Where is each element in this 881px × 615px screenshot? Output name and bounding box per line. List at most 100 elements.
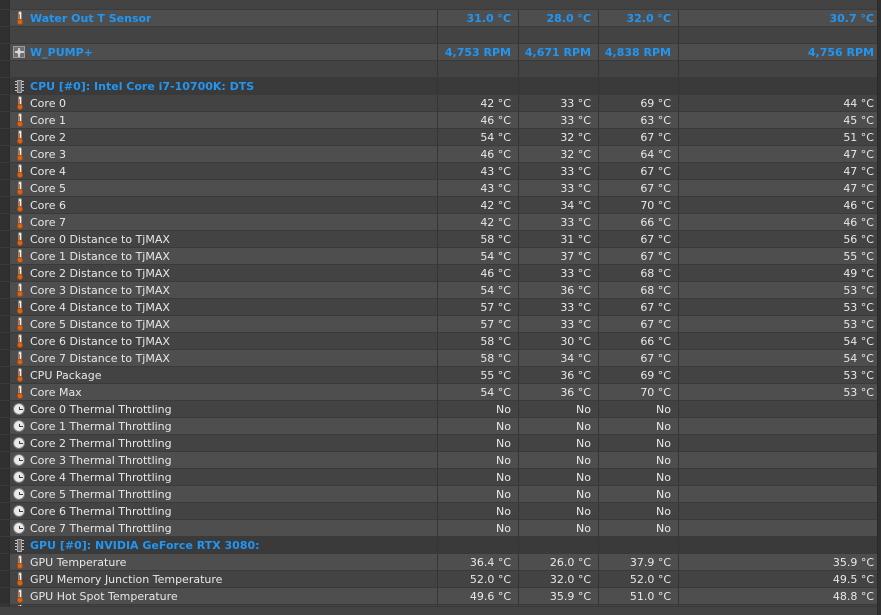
value-maximum-cell[interactable]: No: [599, 503, 679, 519]
value-minimum-cell[interactable]: 4,671 RPM: [519, 44, 599, 60]
value-minimum-cell[interactable]: 33 °C: [519, 299, 599, 315]
sensor-name-cell[interactable]: Core 6 Distance to TjMAX: [10, 333, 438, 349]
value-average-cell[interactable]: 49 °C: [843, 266, 874, 280]
value-minimum-cell[interactable]: No: [519, 435, 599, 451]
value-maximum-cell[interactable]: No: [599, 452, 679, 468]
sensor-name-cell[interactable]: Core 7: [10, 214, 438, 230]
table-row[interactable]: Core 1 Distance to TjMAX 54 °C 37 °C 67 °C 5…: [0, 248, 881, 265]
value-maximum-cell[interactable]: 67 °C: [599, 231, 679, 247]
value-current-cell[interactable]: 42 °C: [438, 95, 519, 111]
value-average-cell[interactable]: [679, 435, 881, 451]
sensor-name-cell[interactable]: Core 4 Thermal Throttling: [10, 469, 438, 485]
value-minimum-cell[interactable]: No: [519, 452, 599, 468]
value-maximum-cell[interactable]: No: [599, 418, 679, 434]
value-current-cell[interactable]: 42 °C: [438, 214, 519, 230]
value-average-cell[interactable]: 53 °C: [843, 300, 874, 314]
value-current-cell[interactable]: 49.6 °C: [438, 588, 519, 604]
value-average-cell[interactable]: 30.7 °C: [829, 11, 874, 25]
sensor-name-cell[interactable]: Core 2 Distance to TjMAX: [10, 265, 438, 281]
sensor-name-cell[interactable]: GPU Hot Spot Temperature: [10, 588, 438, 604]
value-maximum-cell[interactable]: 67 °C: [599, 248, 679, 264]
value-minimum-cell[interactable]: No: [519, 469, 599, 485]
value-maximum-cell[interactable]: 66 °C: [599, 214, 679, 230]
value-current-cell[interactable]: No: [438, 520, 519, 536]
value-average-cell[interactable]: 47 °C: [843, 181, 874, 195]
value-minimum-cell[interactable]: [519, 605, 599, 606]
sensor-name-cell[interactable]: Core 5 Distance to TjMAX: [10, 316, 438, 332]
sensor-name-cell[interactable]: Core 4 Distance to TjMAX: [10, 299, 438, 315]
table-row[interactable]: GPU Temperature 36.4 °C 26.0 °C 37.9 °C 35.9…: [0, 554, 881, 571]
table-row[interactable]: Core 7 42 °C 33 °C 66 °C 46 °C: [0, 214, 881, 231]
value-current-cell[interactable]: No: [438, 435, 519, 451]
value-minimum-cell[interactable]: 30 °C: [519, 333, 599, 349]
table-row[interactable]: Core 4 Thermal Throttling No No No: [0, 469, 881, 486]
value-current-cell[interactable]: No: [438, 452, 519, 468]
value-maximum-cell[interactable]: [599, 78, 679, 94]
value-current-cell[interactable]: 57 °C: [438, 316, 519, 332]
value-minimum-cell[interactable]: No: [519, 401, 599, 417]
table-row[interactable]: Core 6 42 °C 34 °C 70 °C 46 °C: [0, 197, 881, 214]
sensor-name-cell[interactable]: Core 2 Thermal Throttling: [10, 435, 438, 451]
sensor-name-cell[interactable]: Core 5: [10, 180, 438, 196]
table-row[interactable]: Core 2 Distance to TjMAX 46 °C 33 °C 68 °C 4…: [0, 265, 881, 282]
value-average-cell[interactable]: [679, 537, 881, 553]
value-current-cell[interactable]: 46 °C: [438, 265, 519, 281]
table-row[interactable]: Core 5 Distance to TjMAX 57 °C 33 °C 67 °C 5…: [0, 316, 881, 333]
sensor-name-cell[interactable]: Core 3: [10, 146, 438, 162]
table-row[interactable]: [0, 27, 881, 44]
value-minimum-cell[interactable]: No: [519, 503, 599, 519]
value-average-cell[interactable]: [679, 78, 881, 94]
value-maximum-cell[interactable]: 69 °C: [599, 95, 679, 111]
value-maximum-cell[interactable]: [599, 537, 679, 553]
sensor-name-cell[interactable]: GPU [#0]: NVIDIA GeForce RTX 3080:: [10, 537, 438, 553]
sensor-name-cell[interactable]: GPU Memory Junction Temperature: [10, 571, 438, 587]
value-average-cell[interactable]: [679, 469, 881, 485]
value-minimum-cell[interactable]: 33 °C: [519, 163, 599, 179]
value-minimum-cell[interactable]: [519, 78, 599, 94]
table-row[interactable]: Core 3 Distance to TjMAX 54 °C 36 °C 68 °C 5…: [0, 282, 881, 299]
value-minimum-cell[interactable]: 33 °C: [519, 214, 599, 230]
sensor-name-cell[interactable]: Core 5 Thermal Throttling: [10, 486, 438, 502]
value-minimum-cell[interactable]: 33 °C: [519, 265, 599, 281]
sensor-name-cell[interactable]: Core 1 Distance to TjMAX: [10, 248, 438, 264]
value-maximum-cell[interactable]: 67 °C: [599, 299, 679, 315]
table-row[interactable]: [0, 61, 881, 78]
value-current-cell[interactable]: [438, 605, 519, 606]
value-current-cell[interactable]: 46 °C: [438, 146, 519, 162]
table-row[interactable]: Core 0 Distance to TjMAX 58 °C 31 °C 67 °C 5…: [0, 231, 881, 248]
value-maximum-cell[interactable]: No: [599, 401, 679, 417]
table-row[interactable]: Core 2 54 °C 32 °C 67 °C 51 °C: [0, 129, 881, 146]
value-maximum-cell[interactable]: [599, 605, 679, 606]
value-maximum-cell[interactable]: 4,838 RPM: [599, 44, 679, 60]
value-current-cell[interactable]: [438, 537, 519, 553]
value-current-cell[interactable]: [438, 27, 519, 43]
value-maximum-cell[interactable]: 69 °C: [599, 367, 679, 383]
value-maximum-cell[interactable]: No: [599, 520, 679, 536]
table-row[interactable]: Core Max 54 °C 36 °C 70 °C 53 °C: [0, 384, 881, 401]
table-row[interactable]: Core 4 43 °C 33 °C 67 °C 47 °C: [0, 163, 881, 180]
value-average-cell[interactable]: 54 °C: [843, 334, 874, 348]
value-current-cell[interactable]: 36.4 °C: [438, 554, 519, 570]
sensor-name-cell[interactable]: Water Out T Sensor: [10, 10, 438, 26]
value-average-cell[interactable]: 44 °C: [843, 96, 874, 110]
value-average-cell[interactable]: 54 °C: [843, 351, 874, 365]
sensor-name-cell[interactable]: Core 4: [10, 163, 438, 179]
sensor-name-cell[interactable]: Core 2: [10, 129, 438, 145]
table-row[interactable]: Core 5 43 °C 33 °C 67 °C 47 °C: [0, 180, 881, 197]
sensor-name-cell[interactable]: CPU Package: [10, 367, 438, 383]
value-minimum-cell[interactable]: 35.9 °C: [519, 588, 599, 604]
value-minimum-cell[interactable]: [519, 61, 599, 77]
sensor-name-cell[interactable]: CPU [#0]: Intel Core i7-10700K: DTS: [10, 78, 438, 94]
value-average-cell[interactable]: 47 °C: [843, 147, 874, 161]
sensor-name-cell[interactable]: [10, 27, 438, 43]
value-current-cell[interactable]: 46 °C: [438, 112, 519, 128]
value-current-cell[interactable]: 43 °C: [438, 180, 519, 196]
table-row[interactable]: Core 4 Distance to TjMAX 57 °C 33 °C 67 °C 5…: [0, 299, 881, 316]
value-average-cell[interactable]: 4,756 RPM: [807, 45, 874, 59]
sensor-name-cell[interactable]: Core 0: [10, 95, 438, 111]
value-current-cell[interactable]: 42 °C: [438, 197, 519, 213]
value-current-cell[interactable]: [438, 61, 519, 77]
table-row[interactable]: W_PUMP+ 4,753 RPM 4,671 RPM 4,838 RPM 4,756 …: [0, 44, 881, 61]
value-average-cell[interactable]: 53 °C: [843, 317, 874, 331]
value-current-cell[interactable]: No: [438, 503, 519, 519]
